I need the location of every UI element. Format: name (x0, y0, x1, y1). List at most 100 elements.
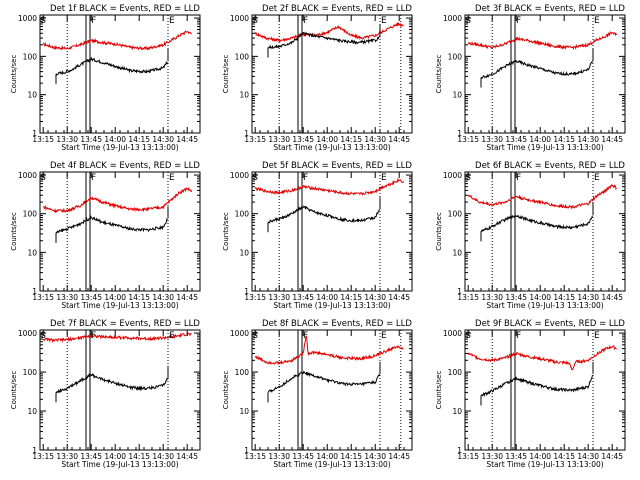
marker-label-flare: F (516, 173, 521, 183)
marker-label-flare: F (91, 331, 96, 341)
series-events (55, 214, 168, 234)
y-tick-label: 1000 (18, 14, 37, 23)
y-axis-label: Counts/sec (222, 371, 230, 410)
x-tick-label: 14:00 (104, 452, 126, 461)
panel-det-7f: Det 7f BLACK = Events, RED = LLDSFE11010… (10, 319, 201, 469)
y-tick-label: 100 (448, 52, 463, 61)
panel-det-9f: Det 9f BLACK = Events, RED = LLDSFE11010… (435, 319, 626, 469)
y-tick-label: 1000 (230, 329, 249, 338)
x-tick-label: 14:15 (128, 452, 150, 461)
y-tick-label: 10 (27, 248, 37, 257)
y-tick-label: 10 (27, 407, 37, 416)
x-tick-label: 13:45 (80, 135, 102, 144)
x-axis-label: Start Time (19-Jul-13 13:13:00) (273, 143, 390, 152)
marker-label-flare: F (303, 173, 308, 183)
y-axis-label: Counts/sec (222, 55, 230, 94)
y-axis-label: Counts/sec (10, 55, 18, 94)
x-tick-label: 13:45 (292, 452, 314, 461)
x-tick-label: 13:15 (457, 293, 479, 302)
y-tick-label: 100 (235, 210, 250, 219)
panel-title: Det 1f BLACK = Events, RED = LLD (50, 4, 200, 14)
plot-frame (464, 329, 626, 451)
series-lld (467, 344, 617, 371)
x-tick-label: 14:45 (601, 293, 623, 302)
x-tick-label: 14:45 (388, 135, 410, 144)
x-tick-label: 14:30 (152, 293, 174, 302)
x-tick-label: 14:30 (577, 293, 599, 302)
y-tick-label: 1000 (443, 14, 462, 23)
y-tick-label: 100 (235, 52, 250, 61)
marker-label-flare: F (303, 16, 308, 26)
y-tick-label: 1 (244, 287, 249, 296)
marker-label-flare: F (516, 16, 521, 26)
series-events (267, 370, 380, 394)
marker-label-end: E (169, 16, 175, 26)
panel-title: Det 6f BLACK = Events, RED = LLD (475, 161, 625, 171)
x-tick-label: 13:30 (56, 135, 78, 144)
series-events (267, 205, 380, 224)
x-tick-label: 13:30 (268, 293, 290, 302)
x-tick-label: 14:30 (364, 135, 386, 144)
panel-det-3f: Det 3f BLACK = Events, RED = LLDSFE11010… (435, 4, 626, 152)
x-axis-label: Start Time (19-Jul-13 13:13:00) (273, 301, 390, 310)
plot-frame (251, 14, 413, 134)
y-axis-label: Counts/sec (10, 212, 18, 251)
y-tick-label: 1000 (18, 329, 37, 338)
y-tick-label: 10 (452, 248, 462, 257)
x-tick-label: 14:00 (104, 135, 126, 144)
x-tick-label: 13:15 (244, 293, 266, 302)
y-tick-label: 1 (244, 446, 249, 455)
x-tick-label: 13:45 (505, 452, 527, 461)
y-axis-label: Counts/sec (435, 371, 443, 410)
x-tick-label: 13:45 (292, 135, 314, 144)
marker-label-end: E (381, 16, 387, 26)
x-tick-label: 13:15 (244, 452, 266, 461)
marker-label-end: E (169, 173, 175, 183)
panel-det-1f: Det 1f BLACK = Events, RED = LLDSFE11010… (10, 4, 201, 152)
x-tick-label: 13:45 (505, 293, 527, 302)
panel-det-6f: Det 6f BLACK = Events, RED = LLDSFE11010… (435, 161, 626, 310)
x-tick-label: 14:30 (364, 452, 386, 461)
x-tick-label: 14:15 (340, 135, 362, 144)
x-tick-label: 13:15 (32, 293, 54, 302)
y-tick-label: 1 (457, 129, 462, 138)
x-tick-label: 14:00 (316, 293, 338, 302)
y-tick-label: 100 (23, 52, 38, 61)
x-axis-label: Start Time (19-Jul-13 13:13:00) (61, 143, 178, 152)
y-axis-label: Counts/sec (435, 55, 443, 94)
x-tick-label: 14:00 (529, 135, 551, 144)
marker-label-end: E (381, 173, 387, 183)
x-axis-label: Start Time (19-Jul-13 13:13:00) (486, 460, 603, 469)
x-tick-label: 14:45 (601, 135, 623, 144)
y-tick-label: 10 (239, 407, 249, 416)
x-tick-label: 13:15 (457, 452, 479, 461)
series-lld (467, 183, 617, 210)
x-axis-label: Start Time (19-Jul-13 13:13:00) (61, 460, 178, 469)
series-lld (43, 186, 193, 214)
y-tick-label: 1000 (18, 171, 37, 180)
y-axis-label: Counts/sec (222, 212, 230, 251)
x-tick-label: 13:30 (481, 293, 503, 302)
y-tick-label: 100 (448, 368, 463, 377)
y-tick-label: 100 (235, 368, 250, 377)
x-tick-label: 13:15 (32, 135, 54, 144)
plot-frame (251, 171, 413, 292)
x-axis-label: Start Time (19-Jul-13 13:13:00) (486, 301, 603, 310)
panel-det-8f: Det 8f BLACK = Events, RED = LLDSFE11010… (222, 319, 413, 469)
x-tick-label: 14:30 (577, 135, 599, 144)
x-tick-label: 13:45 (80, 293, 102, 302)
plot-frame (464, 14, 626, 134)
panel-title: Det 5f BLACK = Events, RED = LLD (262, 161, 412, 171)
x-axis-label: Start Time (19-Jul-13 13:13:00) (486, 143, 603, 152)
x-tick-label: 13:30 (56, 293, 78, 302)
marker-label-flare: F (91, 173, 96, 183)
marker-label-end: E (381, 331, 387, 341)
x-tick-label: 13:15 (32, 452, 54, 461)
series-events (267, 31, 380, 50)
y-tick-label: 10 (239, 91, 249, 100)
x-tick-label: 13:30 (268, 452, 290, 461)
x-tick-label: 14:45 (176, 452, 198, 461)
y-tick-label: 100 (23, 210, 38, 219)
x-tick-label: 14:30 (364, 293, 386, 302)
series-events (480, 375, 593, 398)
